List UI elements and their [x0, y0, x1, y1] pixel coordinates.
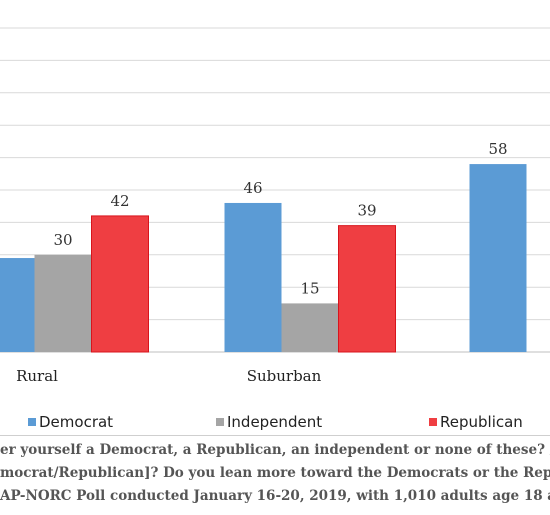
bar-independent-rural	[34, 254, 92, 352]
legend-independent: Independent	[216, 413, 322, 431]
bar-republican-rural	[91, 215, 149, 353]
bar-independent-suburban	[281, 303, 339, 352]
legend-swatch-independent	[216, 418, 224, 426]
bar-labels: 30 42 46 15 39 58	[53, 140, 507, 297]
bar-democrat-suburban	[224, 202, 282, 352]
legend-democrat: Democrat	[28, 413, 113, 431]
data-label-republican-rural: 42	[110, 192, 129, 210]
data-label-republican-suburban: 39	[357, 202, 376, 220]
bars	[0, 164, 527, 353]
legend-swatch-democrat	[28, 418, 36, 426]
legend-label-republican: Republican	[440, 413, 523, 431]
category-labels: Rural Suburban	[16, 367, 322, 385]
legend-label-independent: Independent	[227, 413, 323, 431]
bar-chart: 30 42 46 15 39 58 Rural Suburban	[0, 27, 550, 385]
note-line-1: er yourself a Democrat, a Republican, an…	[0, 442, 550, 458]
bar-democrat-rural	[0, 258, 35, 352]
category-label-rural: Rural	[16, 367, 58, 385]
data-label-independent-suburban: 15	[300, 279, 319, 297]
note-line-2: mocrat/Republican]? Do you lean more tow…	[0, 465, 550, 481]
bar-republican-suburban	[338, 225, 396, 353]
legend-label-democrat: Democrat	[39, 413, 114, 431]
data-label-independent-rural: 30	[53, 231, 72, 249]
bar-democrat-urban	[469, 164, 527, 352]
data-label-democrat-suburban: 46	[243, 179, 262, 197]
data-label-democrat-urban: 58	[488, 140, 507, 158]
category-label-suburban: Suburban	[247, 367, 322, 385]
note-line-3: AP-NORC Poll conducted January 16-20, 20…	[0, 488, 550, 504]
legend-republican: Republican	[429, 413, 523, 431]
divider	[0, 435, 550, 436]
legend-swatch-republican	[429, 418, 437, 426]
